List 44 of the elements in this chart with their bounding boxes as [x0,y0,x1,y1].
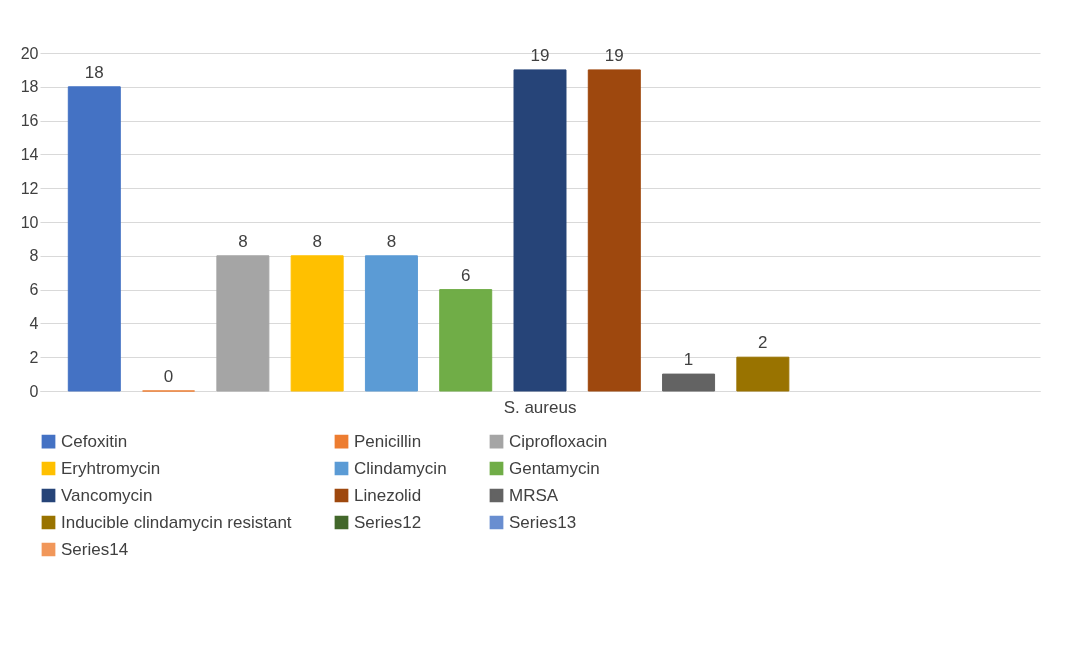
bar [67,86,121,392]
data-label: 19 [604,45,624,65]
legend-label: Series14 [61,539,129,559]
y-tick-label: 16 [20,112,39,130]
x-tick-label: S. aureus [503,397,577,417]
bar [216,255,270,392]
bar [364,255,418,392]
y-tick-label: 18 [20,78,39,96]
legend-label: Series12 [354,512,422,532]
legend-label: Ciprofloxacin [509,431,608,451]
legend-label: Vancomycin [61,485,153,505]
legend-label: MRSA [509,485,559,505]
data-label: 8 [386,231,397,251]
data-label: 8 [238,231,248,251]
y-tick-label: 4 [29,314,39,332]
legend-label: Clindamycin [354,458,447,478]
y-tick-label: 12 [20,179,39,197]
data-label: 6 [460,265,471,285]
data-label: 0 [163,367,174,386]
legend-label: Inducible clindamycin resistant [61,512,292,532]
legend-label: Series13 [509,512,577,532]
data-label: 1 [683,350,694,370]
bar [513,69,567,392]
data-label: 19 [530,45,550,65]
y-tick-label: 0 [29,382,39,400]
legend-label: Penicillin [354,431,422,451]
bar [587,69,641,392]
data-label: 8 [312,231,322,251]
legend-label: Linezolid [354,485,422,505]
y-tick-label: 20 [20,44,39,62]
legend-label: Gentamycin [509,458,600,478]
y-tick-label: 14 [20,145,39,163]
legend-label: Eryhtromycin [61,458,161,478]
y-tick-label: 10 [20,213,39,231]
bar [662,373,716,392]
data-label: 2 [758,333,768,353]
bar [290,255,344,392]
bar [439,289,493,392]
y-tick-label: 6 [29,281,39,299]
y-tick-label: 2 [29,348,39,366]
legend-label: Cefoxitin [61,431,128,451]
y-tick-label: 8 [29,247,39,265]
bar [736,356,790,392]
data-label: 18 [84,62,104,82]
